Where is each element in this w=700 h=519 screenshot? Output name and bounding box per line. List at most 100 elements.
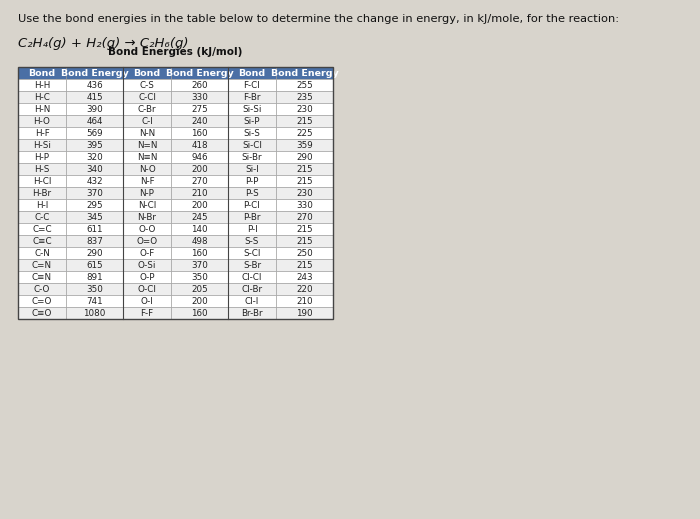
Text: 230: 230 <box>296 104 313 114</box>
Text: 200: 200 <box>191 296 208 306</box>
Bar <box>171 211 228 223</box>
Text: 160: 160 <box>191 129 208 138</box>
Text: O-P: O-P <box>139 272 155 281</box>
Bar <box>276 211 333 223</box>
Text: 220: 220 <box>296 284 313 294</box>
Bar <box>123 139 171 151</box>
Text: 200: 200 <box>191 200 208 210</box>
Bar <box>171 235 228 247</box>
Text: Bond Energy: Bond Energy <box>166 69 233 77</box>
Bar <box>18 187 66 199</box>
Text: 295: 295 <box>86 200 103 210</box>
Bar <box>171 199 228 211</box>
Text: H-H: H-H <box>34 80 50 89</box>
Bar <box>66 187 123 199</box>
Bar <box>18 139 66 151</box>
Bar <box>18 211 66 223</box>
Bar <box>66 283 123 295</box>
Text: 370: 370 <box>86 188 103 198</box>
Text: C-O: C-O <box>34 284 50 294</box>
Bar <box>66 307 123 319</box>
Bar <box>123 163 171 175</box>
Text: 359: 359 <box>296 141 313 149</box>
Text: N≡N: N≡N <box>136 153 158 161</box>
Text: 946: 946 <box>191 153 208 161</box>
Bar <box>18 271 66 283</box>
Bar <box>18 79 66 91</box>
Bar <box>228 175 276 187</box>
Text: Si-P: Si-P <box>244 116 260 126</box>
Text: P-I: P-I <box>246 225 258 234</box>
Text: O-I: O-I <box>141 296 153 306</box>
Bar <box>123 295 171 307</box>
Text: C-Cl: C-Cl <box>138 92 156 102</box>
Text: 611: 611 <box>86 225 103 234</box>
Bar <box>18 67 66 79</box>
Text: 330: 330 <box>296 200 313 210</box>
Bar <box>228 139 276 151</box>
Text: 215: 215 <box>296 261 313 269</box>
Text: Cl-Br: Cl-Br <box>241 284 262 294</box>
Bar <box>66 223 123 235</box>
Text: S-S: S-S <box>245 237 259 245</box>
Bar <box>66 163 123 175</box>
Bar <box>66 259 123 271</box>
Bar <box>171 91 228 103</box>
Bar <box>123 175 171 187</box>
Bar <box>66 199 123 211</box>
Bar <box>228 127 276 139</box>
Bar <box>171 283 228 295</box>
Text: 160: 160 <box>191 308 208 318</box>
Bar <box>276 307 333 319</box>
Bar <box>66 175 123 187</box>
Bar <box>171 79 228 91</box>
Bar <box>66 295 123 307</box>
Bar <box>123 79 171 91</box>
Bar <box>171 259 228 271</box>
Text: 330: 330 <box>191 92 208 102</box>
Bar <box>18 223 66 235</box>
Text: 270: 270 <box>191 176 208 185</box>
Text: 370: 370 <box>191 261 208 269</box>
Text: 140: 140 <box>191 225 208 234</box>
Bar <box>123 91 171 103</box>
Bar <box>18 175 66 187</box>
Bar <box>123 67 171 79</box>
Text: 210: 210 <box>191 188 208 198</box>
Text: F-F: F-F <box>141 308 153 318</box>
Text: H-F: H-F <box>34 129 50 138</box>
Text: C-I: C-I <box>141 116 153 126</box>
Text: N-F: N-F <box>140 176 154 185</box>
Bar <box>66 79 123 91</box>
Bar <box>228 79 276 91</box>
Bar <box>228 151 276 163</box>
Text: P-S: P-S <box>245 188 259 198</box>
Text: 240: 240 <box>191 116 208 126</box>
Bar <box>228 259 276 271</box>
Text: Cl-Cl: Cl-Cl <box>241 272 262 281</box>
Text: 891: 891 <box>86 272 103 281</box>
Text: H-I: H-I <box>36 200 48 210</box>
Text: S-Br: S-Br <box>243 261 261 269</box>
Bar <box>228 247 276 259</box>
Bar <box>276 271 333 283</box>
Text: 215: 215 <box>296 237 313 245</box>
Text: Si-I: Si-I <box>245 165 259 173</box>
Text: 215: 215 <box>296 165 313 173</box>
Bar <box>18 259 66 271</box>
Bar <box>123 307 171 319</box>
Text: S-Cl: S-Cl <box>244 249 260 257</box>
Text: 210: 210 <box>296 296 313 306</box>
Bar <box>171 127 228 139</box>
Bar <box>228 223 276 235</box>
Bar <box>66 127 123 139</box>
Bar <box>66 151 123 163</box>
Bar <box>171 187 228 199</box>
Bar <box>276 175 333 187</box>
Text: C=O: C=O <box>32 296 52 306</box>
Bar <box>171 67 228 79</box>
Bar <box>276 187 333 199</box>
Text: 390: 390 <box>86 104 103 114</box>
Bar <box>123 259 171 271</box>
Bar <box>228 211 276 223</box>
